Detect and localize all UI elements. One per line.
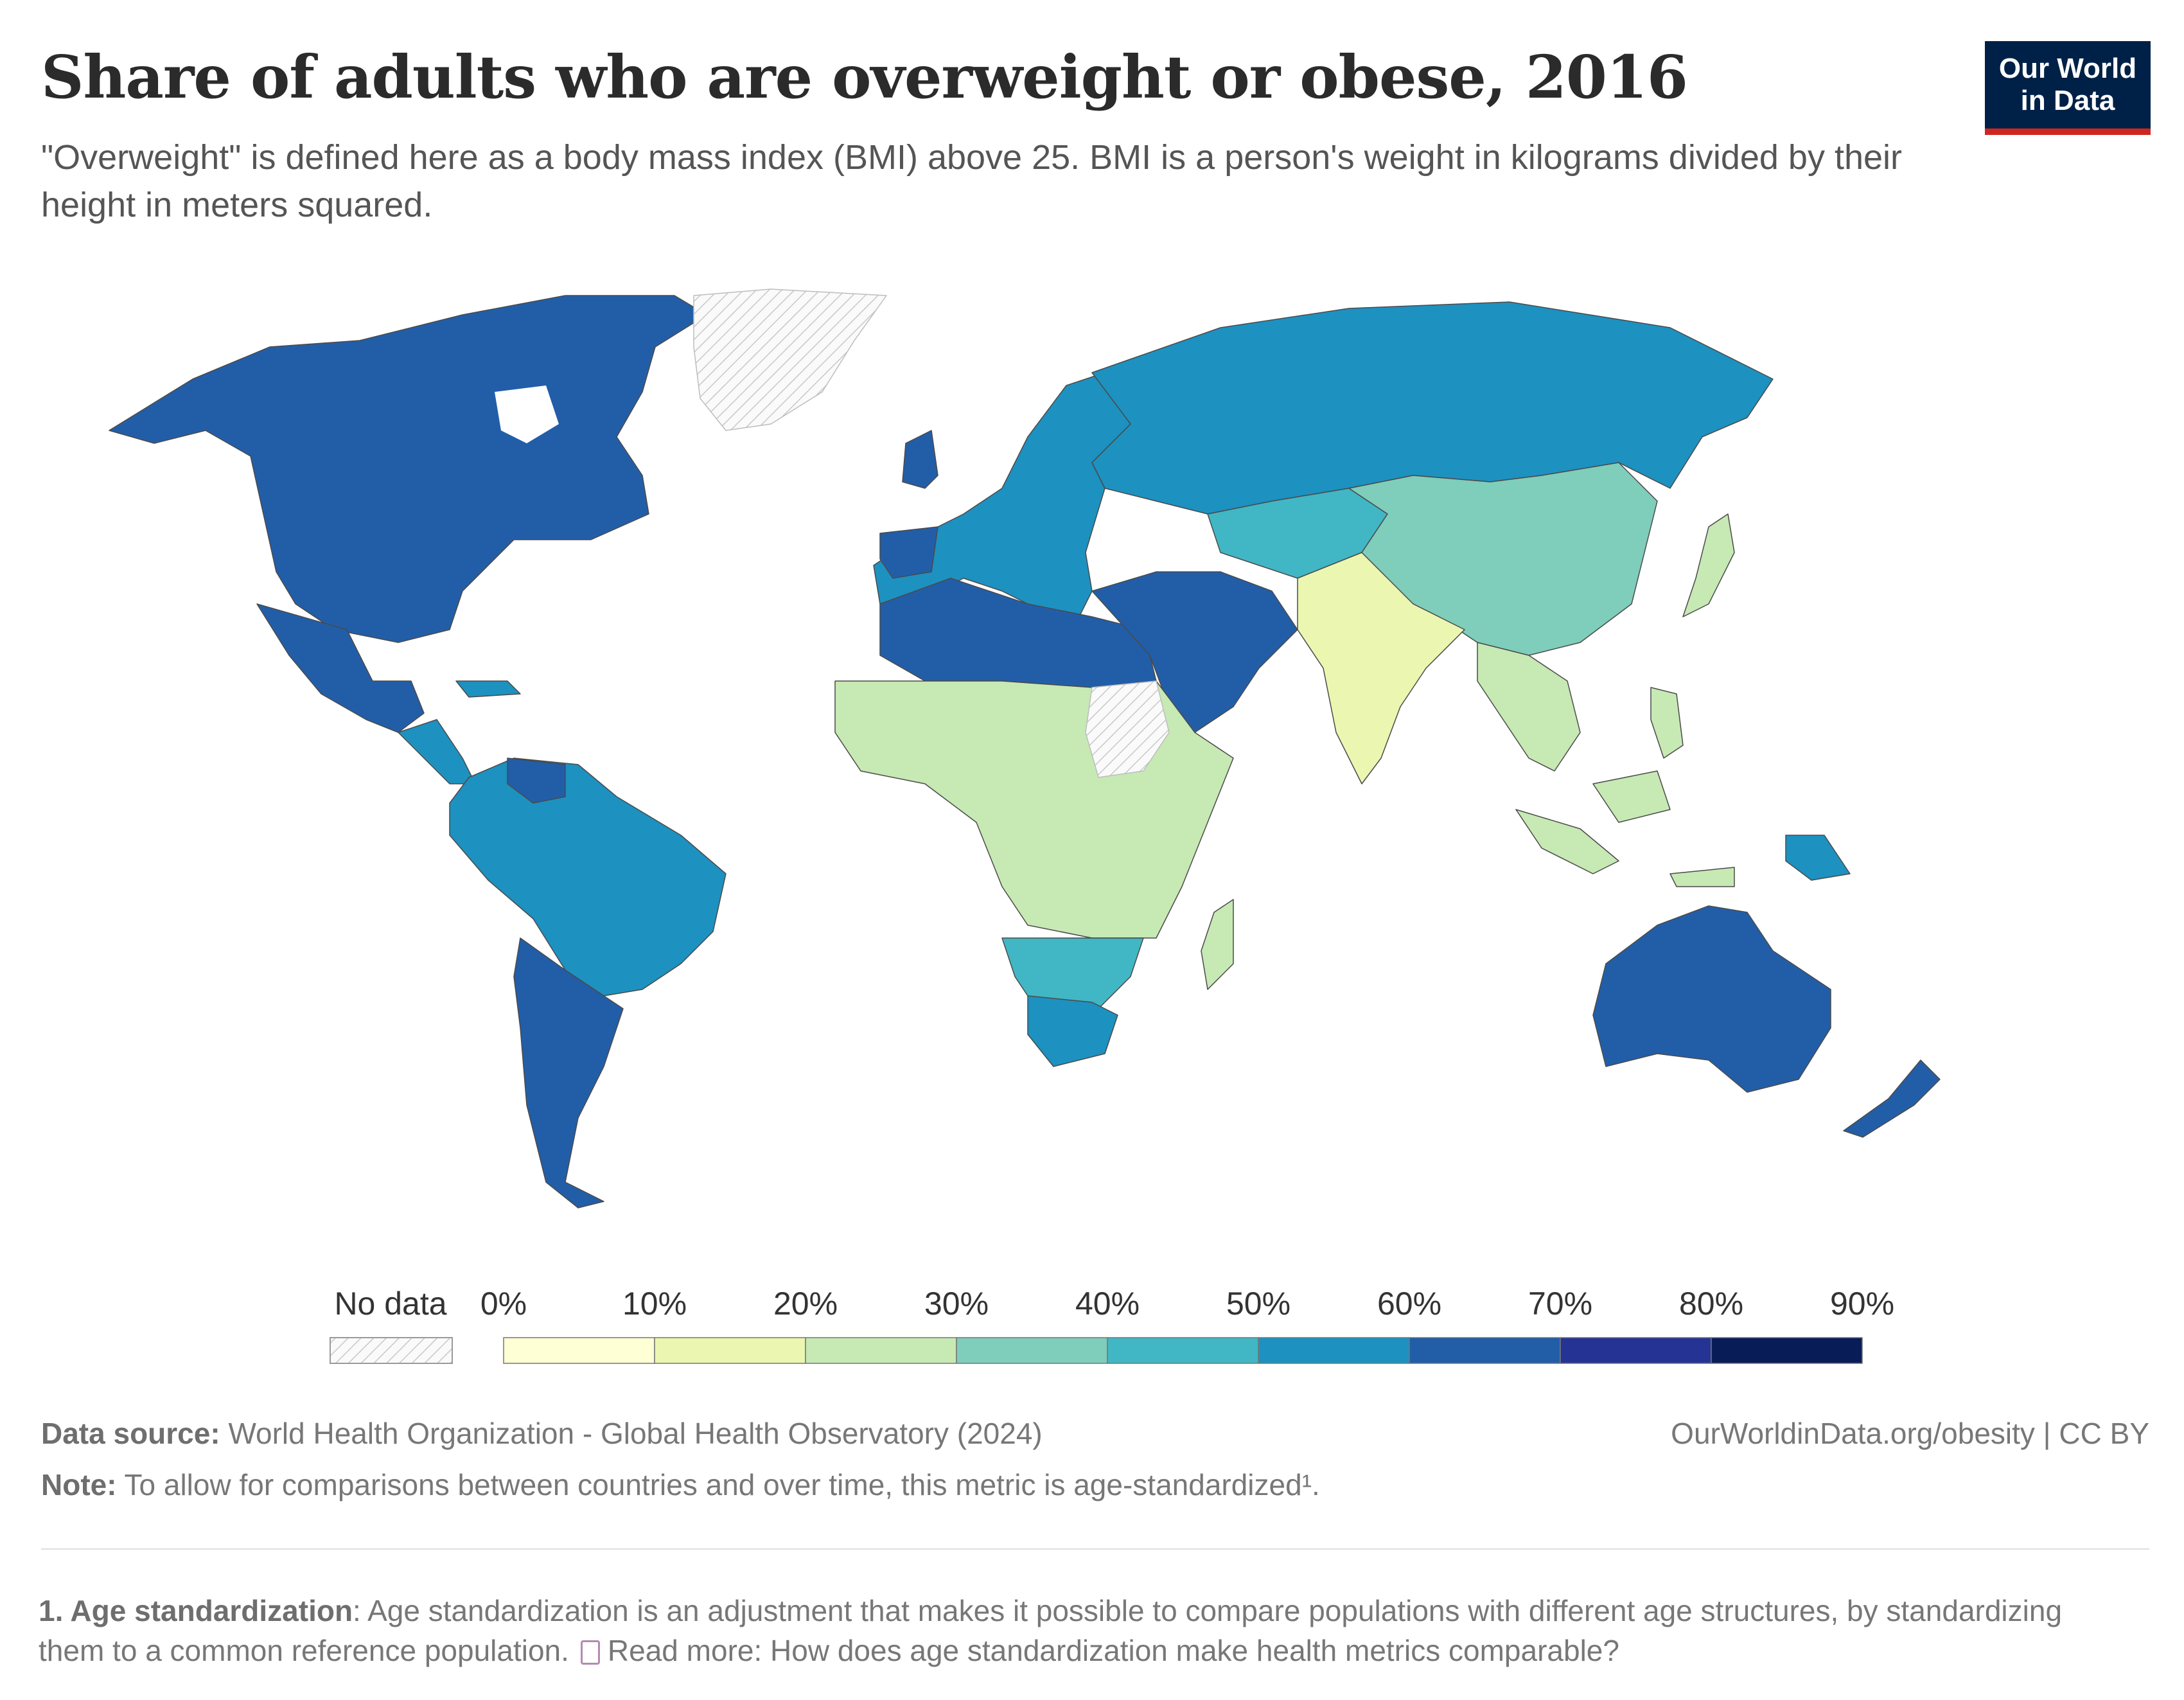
legend-swatch <box>1258 1337 1410 1364</box>
legend-bins: 0% 10% 20% 30% 40% 50% 60% 70% 80% 90% <box>480 1286 1894 1364</box>
map-philippines[interactable] <box>1650 687 1684 759</box>
legend-tick-label: 60% <box>1377 1286 1441 1322</box>
world-map[interactable] <box>0 270 2184 1246</box>
footnote-text: : Age standardization is an adjustment t… <box>39 1594 2063 1667</box>
logo-line-2: in Data <box>2020 85 2115 116</box>
note-label: Note: <box>41 1468 117 1501</box>
legend-tick-label: 20% <box>773 1286 838 1322</box>
legend-swatch <box>956 1337 1108 1364</box>
legend-tick-label: 40% <box>1075 1286 1140 1322</box>
map-india[interactable] <box>1297 552 1465 784</box>
page-title: Share of adults who are overweight or ob… <box>41 42 1688 112</box>
legend-tick-label: 90% <box>1830 1286 1894 1322</box>
data-source-text[interactable]: World Health Organization - Global Healt… <box>228 1417 1043 1450</box>
logo-accent-bar <box>1985 128 2151 135</box>
data-source: Data source: World Health Organization -… <box>41 1416 1043 1451</box>
legend-swatch <box>1409 1337 1561 1364</box>
map-australia[interactable] <box>1592 905 1831 1093</box>
map-hudson-bay <box>495 385 559 443</box>
legend-swatch <box>1560 1337 1712 1364</box>
legend-swatch <box>654 1337 806 1364</box>
map-southern-africa[interactable] <box>1001 937 1144 1016</box>
map-caribbean[interactable] <box>455 680 521 698</box>
map-south-africa[interactable] <box>1027 995 1118 1067</box>
note-text: To allow for comparisons between countri… <box>124 1468 1320 1501</box>
map-north-america[interactable] <box>109 295 707 643</box>
legend-swatch <box>805 1337 957 1364</box>
legend-tick-label: 0% <box>480 1286 527 1322</box>
map-japan[interactable] <box>1682 513 1735 617</box>
legend-tick-label: 30% <box>924 1286 989 1322</box>
chart-note: Note: To allow for comparisons between c… <box>41 1467 1320 1502</box>
legend-tick-label: 80% <box>1679 1286 1743 1322</box>
legend-tick-label: 50% <box>1226 1286 1290 1322</box>
document-icon <box>580 1640 600 1665</box>
map-legend: No data 0% 10% 20% 30% 40% 50% 60% 70% 80% 90% <box>330 1286 1894 1364</box>
map-indonesia[interactable] <box>1515 770 1735 887</box>
map-venezuela[interactable] <box>507 757 566 804</box>
footnote-label: 1. Age standardization <box>39 1594 353 1627</box>
map-new-zealand[interactable] <box>1843 1059 1941 1138</box>
legend-tick-label: 70% <box>1528 1286 1592 1322</box>
map-west-central-africa[interactable] <box>834 680 1234 939</box>
map-south-america-south[interactable] <box>513 937 624 1209</box>
footnote: 1. Age standardization: Age standardizat… <box>39 1591 2094 1670</box>
map-greenland[interactable] <box>693 288 887 431</box>
data-source-label: Data source: <box>41 1417 220 1450</box>
legend-no-data-label: No data <box>334 1286 446 1322</box>
map-mexico[interactable] <box>256 603 425 733</box>
page-subtitle: "Overweight" is defined here as a body m… <box>41 138 1903 224</box>
map-iberia[interactable] <box>879 526 938 579</box>
map-southeast-asia[interactable] <box>1477 642 1581 772</box>
source-url[interactable]: OurWorldinData.org/obesity | CC BY <box>1671 1417 2149 1450</box>
map-united-kingdom[interactable] <box>902 430 938 489</box>
legend-no-data-swatch <box>330 1337 453 1364</box>
map-south-america-north[interactable] <box>449 757 727 996</box>
map-madagascar[interactable] <box>1201 899 1234 990</box>
legend-swatch <box>503 1337 655 1364</box>
read-more-link[interactable]: Read more: How does age standardization … <box>607 1634 1619 1667</box>
logo-line-1: Our World <box>1998 53 2137 84</box>
legend-swatch <box>1711 1337 1863 1364</box>
footer-divider <box>41 1548 2149 1550</box>
map-central-america[interactable] <box>398 719 476 784</box>
owid-logo[interactable]: Our World in Data <box>1985 41 2151 135</box>
legend-tick-label: 10% <box>622 1286 687 1322</box>
legend-swatch <box>1107 1337 1259 1364</box>
map-papua-new-guinea[interactable] <box>1785 835 1851 881</box>
map-sudan[interactable] <box>1085 680 1170 778</box>
map-europe[interactable] <box>873 372 1131 617</box>
